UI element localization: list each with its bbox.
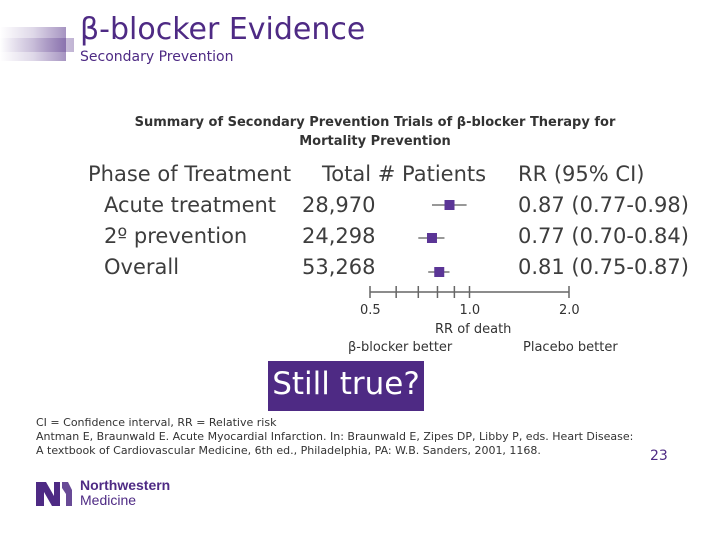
logo-line-2: Medicine (80, 492, 137, 508)
placebo-better-label: Placebo better (523, 340, 618, 355)
phase-column: Phase of Treatment Acute treatment 2º pr… (88, 159, 291, 283)
slide-title: β-blocker Evidence (80, 12, 366, 47)
patients-cell: 53,268 (302, 255, 376, 279)
nm-logo-icon (36, 482, 72, 506)
tick-label: 1.0 (459, 303, 481, 318)
page-number: 23 (650, 448, 668, 464)
patients-header: Total # Patients (322, 162, 487, 186)
patients-cell: 28,970 (302, 193, 376, 217)
footnote-citation-1: Antman E, Braunwald E. Acute Myocardial … (36, 430, 634, 443)
phase-cell: Acute treatment (104, 193, 277, 217)
logo-wordmark: Northwestern Medicine (80, 478, 170, 508)
phase-header: Phase of Treatment (88, 162, 292, 186)
x-axis-label: RR of death (435, 322, 512, 337)
rr-point (434, 267, 445, 277)
summary-line-2: Mortality Prevention (299, 134, 451, 149)
footnotes: CI = Confidence interval, RR = Relative … (36, 416, 633, 458)
rr-header: RR (95% CI) (518, 162, 645, 186)
rr-cell: 0.87 (0.77-0.98) (518, 193, 689, 217)
header-accent-stripe-inner (0, 38, 74, 52)
summary-line-1: Summary of Secondary Prevention Trials o… (134, 115, 616, 130)
beta-blocker-better-label: β-blocker better (348, 340, 453, 355)
summary-heading: Summary of Secondary Prevention Trials o… (120, 113, 630, 151)
rr-cell: 0.77 (0.70-0.84) (518, 224, 689, 248)
slide-subtitle: Secondary Prevention (80, 49, 234, 65)
tick-label: 2.0 (559, 303, 580, 318)
footnote-abbrev: CI = Confidence interval, RR = Relative … (36, 416, 277, 429)
tick-label: 0.5 (360, 303, 381, 318)
header-accent-stripe (0, 27, 66, 61)
patients-column: 28,970 24,298 53,268 (302, 190, 375, 283)
rr-point (444, 200, 455, 210)
rr-column: RR (95% CI) 0.87 (0.77-0.98) 0.77 (0.70-… (518, 159, 689, 283)
patients-cell: 24,298 (302, 224, 376, 248)
logo-line-1: Northwestern (80, 477, 171, 493)
phase-cell: 2º prevention (104, 224, 248, 248)
rr-cell: 0.81 (0.75-0.87) (518, 255, 689, 279)
still-true-callout: Still true? (268, 361, 424, 411)
phase-cell: Overall (104, 255, 180, 279)
footnote-citation-2: A textbook of Cardiovascular Medicine, 6… (36, 444, 541, 457)
rr-point (426, 233, 437, 243)
